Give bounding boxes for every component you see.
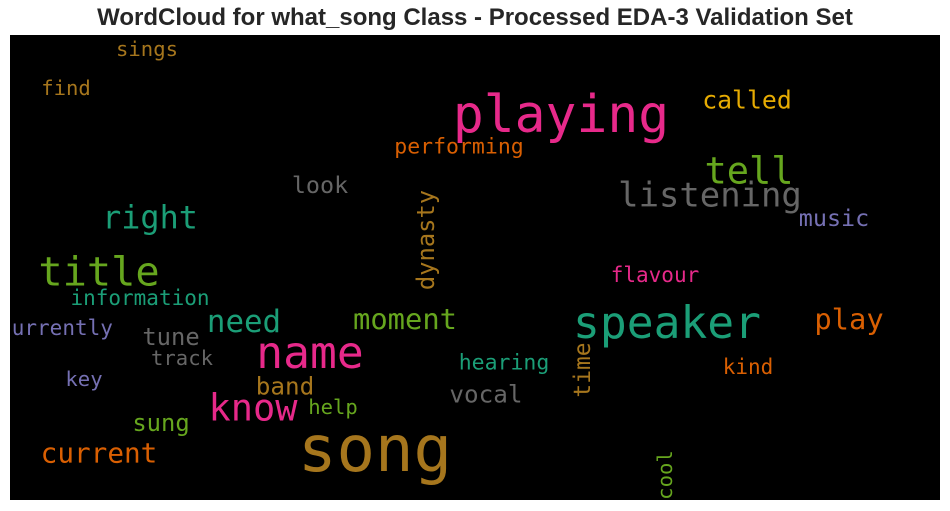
word-tune: tune [142, 323, 199, 351]
word-name: name [256, 327, 363, 379]
word-dynasty: dynasty [412, 190, 440, 290]
word-currently: currently [10, 316, 113, 340]
word-song: song [298, 413, 452, 487]
word-help: help [308, 395, 358, 419]
word-current: current [41, 437, 158, 470]
word-flavour: flavour [611, 263, 700, 287]
word-band: band [256, 372, 315, 401]
word-know: know [208, 387, 298, 430]
word-performing: performing [394, 135, 523, 160]
word-vocal: vocal [449, 380, 522, 409]
word-tell: tell [704, 150, 793, 193]
word-play: play [814, 302, 883, 336]
word-time: time [570, 342, 596, 397]
word-speaker: speaker [573, 297, 761, 349]
word-playing: playing [453, 85, 669, 145]
word-sung: sung [132, 409, 189, 437]
word-look: look [292, 171, 348, 199]
word-sings: sings [116, 37, 178, 61]
word-hearing: hearing [459, 351, 550, 376]
word-information: information [70, 286, 209, 310]
word-cloud: song playing speaker name title tell know liste… [10, 35, 940, 500]
word-called: called [702, 86, 792, 115]
word-find: find [41, 76, 91, 100]
word-cool: cool [653, 450, 677, 500]
word-need: need [207, 304, 281, 340]
word-kind: kind [723, 355, 774, 379]
word-key: key [65, 367, 102, 391]
word-music: music [799, 204, 869, 232]
word-title: title [38, 249, 159, 296]
chart-title: WordCloud for what_song Class - Processe… [97, 4, 853, 31]
word-moment: moment [353, 302, 457, 336]
word-track: track [151, 346, 214, 370]
word-listening: listening [618, 176, 802, 215]
word-right: right [102, 200, 198, 237]
